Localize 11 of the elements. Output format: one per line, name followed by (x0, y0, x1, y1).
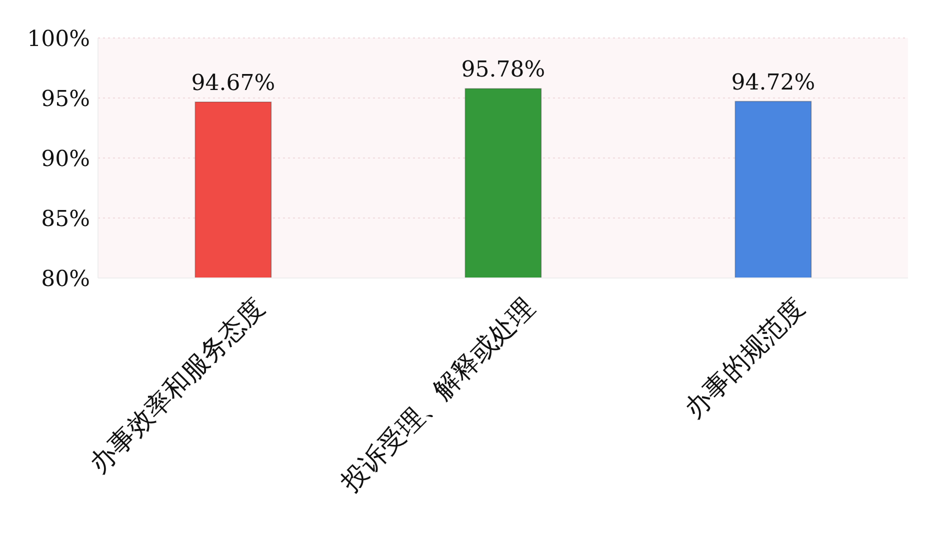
y-tick-label: 85% (41, 206, 90, 232)
y-tick-label: 80% (41, 266, 90, 292)
x-tick-label: 投诉受理、解释或处理 (335, 292, 541, 499)
data-label: 94.67% (191, 70, 276, 96)
y-tick-label: 90% (41, 146, 90, 172)
x-tick-label: 办事的规范度 (679, 292, 811, 424)
x-tick-label: 办事效率和服务态度 (84, 292, 271, 480)
y-tick-label: 95% (41, 86, 90, 112)
y-tick-label: 100% (27, 26, 90, 52)
data-label: 94.72% (731, 70, 816, 96)
data-label: 95.78% (461, 58, 546, 83)
